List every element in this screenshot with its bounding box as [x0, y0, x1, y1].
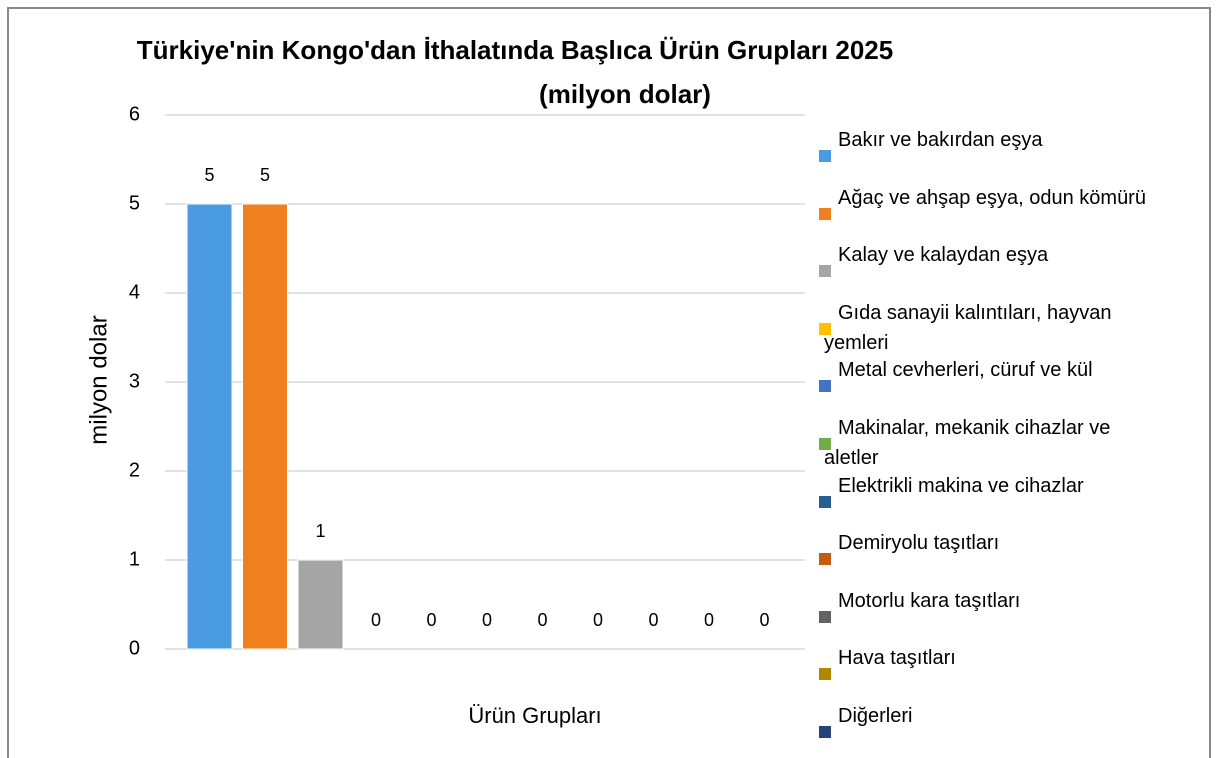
bar — [297, 559, 344, 650]
legend-swatch — [818, 725, 832, 739]
value-label: 0 — [704, 610, 714, 630]
value-label: 0 — [648, 610, 658, 630]
legend-label: Motorlu kara taşıtları — [838, 589, 1021, 612]
legend-swatch — [818, 667, 832, 682]
value-label: 0 — [371, 610, 381, 630]
y-tick-label: 2 — [129, 459, 140, 481]
legend-label: Hava taşıtları — [838, 647, 956, 670]
y-tick-label: 1 — [129, 548, 140, 570]
legend-label: Metal cevherleri, cüruf ve kül — [838, 359, 1093, 382]
value-label: 5 — [204, 165, 214, 185]
y-tick-label: 3 — [129, 370, 140, 392]
legend-swatch — [818, 149, 832, 163]
y-tick-label: 4 — [129, 281, 140, 303]
y-axis-title: milyon dolar — [85, 315, 112, 444]
legend-swatch — [818, 437, 832, 451]
value-label: 5 — [260, 165, 270, 185]
value-label: 0 — [537, 610, 547, 630]
y-tick-label: 6 — [129, 103, 140, 125]
legend-label: Bakır ve bakırdan eşya — [838, 129, 1043, 151]
value-label: 0 — [482, 610, 492, 630]
bar — [242, 203, 288, 650]
legend-label: Elektrikli makina ve cihazlar — [838, 474, 1084, 497]
legend-label: Gıda sanayii kalıntıları, hayvan yemleri — [824, 301, 1112, 354]
legend-swatch — [818, 609, 832, 624]
legend-swatch — [818, 264, 832, 279]
legend-swatch — [818, 494, 832, 509]
value-label: 0 — [593, 610, 603, 630]
x-axis-title: Ürün Grupları — [468, 703, 601, 728]
bar — [186, 203, 233, 650]
value-label: 0 — [426, 610, 436, 630]
chart-subtitle: (milyon dolar) — [539, 79, 711, 109]
chart-title: Türkiye'nin Kongo'dan İthalatında Başlıc… — [137, 35, 893, 65]
y-tick-label: 0 — [129, 637, 140, 659]
legend-swatch — [818, 379, 832, 394]
legend-label: Demiryolu taşıtları — [838, 532, 1000, 555]
legend-swatch — [818, 552, 832, 567]
y-tick-label: 5 — [129, 192, 140, 214]
legend-label: Ağaç ve ahşap eşya, odun kömürü — [838, 186, 1146, 209]
legend-label: Kalay ve kalaydan eşya — [838, 244, 1049, 267]
legend-label: Makinalar, mekanik cihazlar ve aletler — [824, 417, 1111, 469]
legend-label: Diğerleri — [838, 705, 913, 727]
value-label: 0 — [759, 610, 769, 630]
value-label: 1 — [315, 521, 325, 541]
legend-swatch — [818, 321, 832, 336]
legend-swatch — [818, 206, 832, 221]
